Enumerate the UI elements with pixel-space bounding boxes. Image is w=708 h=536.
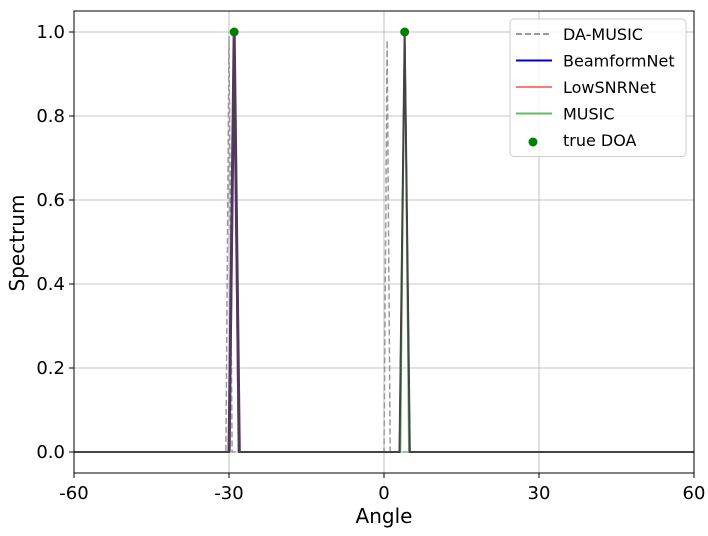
- y-tick-label: 0.0: [36, 442, 65, 463]
- legend: DA-MUSIC BeamformNet LowSNRNet MUSIC true DO…: [509, 18, 687, 157]
- legend-swatch-true-doa: [528, 137, 538, 147]
- x-tick-label: -60: [59, 483, 88, 504]
- scatter-layer: [229, 27, 410, 37]
- legend-label: BeamformNet: [563, 52, 675, 71]
- y-tick-label: 0.6: [36, 190, 65, 211]
- series-layer: [74, 31, 694, 453]
- true-doa-point: [229, 27, 239, 37]
- y-tick-label: 1.0: [36, 22, 65, 43]
- legend-label: LowSNRNet: [563, 78, 656, 97]
- y-axis-label: Spectrum: [5, 195, 29, 292]
- y-tick-label: 0.2: [36, 358, 65, 379]
- x-axis-label: Angle: [356, 504, 413, 528]
- tick-labels: -60 -30 0 30 60 0.0 0.2 0.4 0.6 0.8 1.0: [36, 22, 705, 504]
- legend-box: [509, 18, 687, 157]
- x-tick-label: 30: [528, 483, 551, 504]
- series-line-da-music: [74, 36, 694, 453]
- legend-label: MUSIC: [563, 105, 615, 124]
- legend-label: DA-MUSIC: [563, 25, 643, 44]
- true-doa-point: [400, 27, 410, 37]
- y-tick-label: 0.8: [36, 106, 65, 127]
- series-line-overlay: [74, 31, 694, 453]
- x-tick-label: -30: [214, 483, 243, 504]
- legend-label: true DOA: [563, 131, 637, 150]
- y-tick-label: 0.4: [36, 274, 65, 295]
- axes-layer: [69, 10, 695, 478]
- x-tick-label: 60: [683, 483, 706, 504]
- x-tick-label: 0: [378, 483, 389, 504]
